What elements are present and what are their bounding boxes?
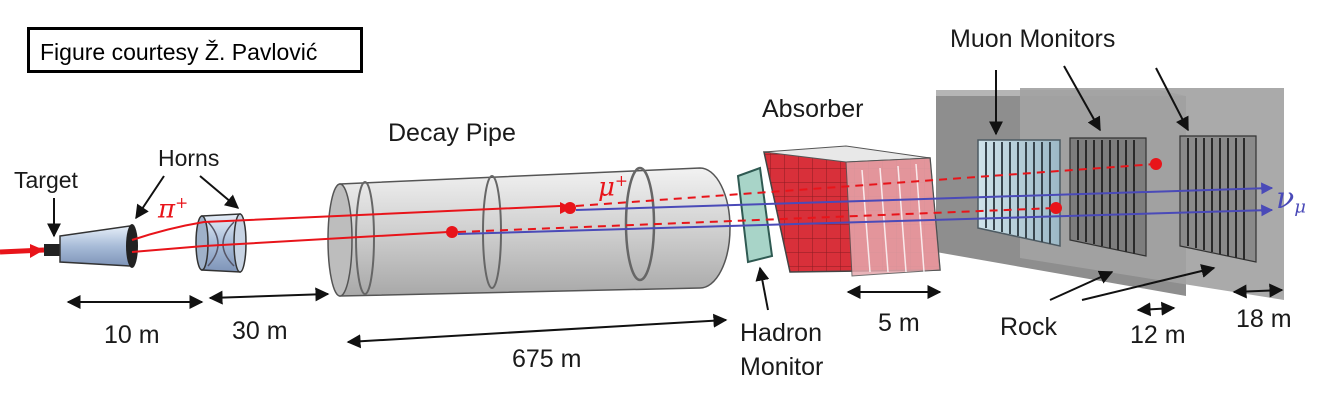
dimension-rock-gap-1: 12 m xyxy=(1130,321,1186,349)
pion-symbol: π xyxy=(158,194,176,225)
dimension-target-to-horn: 10 m xyxy=(104,321,160,349)
hadron-monitor-label-line1: Hadron xyxy=(740,319,822,347)
neutrino-symbol: ν xyxy=(1276,181,1295,216)
neutrino-tracks xyxy=(457,182,1274,235)
rock-label: Rock xyxy=(1000,313,1057,341)
muon-monitor-1 xyxy=(977,139,1061,247)
dimension-absorber: 5 m xyxy=(878,309,920,337)
absorber-block xyxy=(763,145,941,277)
hadron-monitor-label-line2: Monitor xyxy=(740,353,824,381)
decay-pipe-label: Decay Pipe xyxy=(388,119,516,147)
credit-box: Figure courtesy Ž. Pavlović xyxy=(27,27,363,73)
muon-monitor-hit-1 xyxy=(1150,158,1162,170)
muon-tracks xyxy=(457,163,1157,233)
pion-decay-point-2 xyxy=(446,226,458,238)
muon-symbol: μ xyxy=(598,172,615,203)
pion-label: π+ xyxy=(158,194,189,225)
hadron-monitor xyxy=(736,166,774,264)
absorber-label: Absorber xyxy=(762,95,864,123)
target-label: Target xyxy=(14,167,78,193)
neutrino-label: νμ xyxy=(1276,184,1306,217)
dimension-decay-pipe: 675 m xyxy=(512,345,582,373)
muon-charge: + xyxy=(614,172,628,190)
dimension-horns: 30 m xyxy=(232,317,288,345)
neutrino-flavor: μ xyxy=(1294,196,1306,218)
pion-tracks xyxy=(131,205,561,253)
muon-label: μ+ xyxy=(598,172,628,203)
figure-credit: Figure courtesy Ž. Pavlović xyxy=(40,39,318,65)
muon-monitor-3 xyxy=(1179,135,1257,263)
dimension-rock-gap-2: 18 m xyxy=(1236,305,1292,333)
pion-charge: + xyxy=(175,194,189,212)
muon-monitor-2 xyxy=(1069,137,1147,257)
muon-monitor-hit-2 xyxy=(1050,202,1062,214)
horns-label: Horns xyxy=(158,145,220,171)
target xyxy=(44,224,138,268)
muon-monitors-label: Muon Monitors xyxy=(950,25,1116,53)
